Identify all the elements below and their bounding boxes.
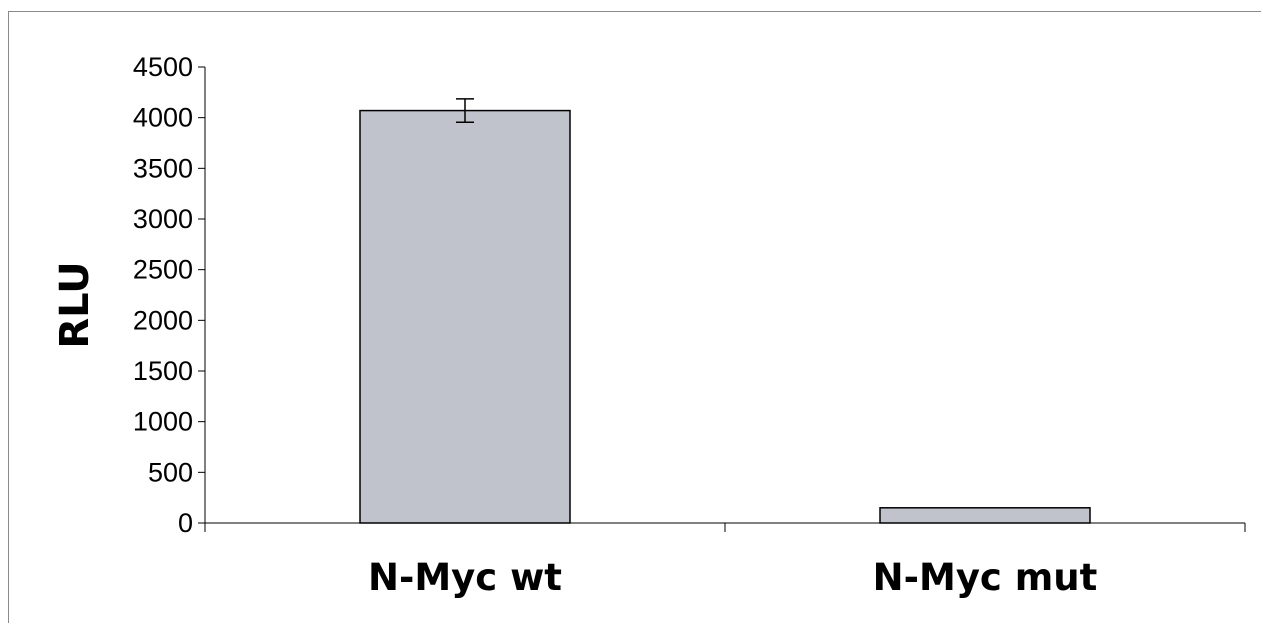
chart-frame: [8, 11, 1261, 623]
y-tick-label: 3000: [133, 204, 193, 234]
y-tick-label: 500: [148, 457, 193, 487]
error-bars: [456, 98, 474, 123]
bar: [359, 109, 571, 524]
x-category-label: N-Myc mut: [873, 556, 1098, 599]
x-axis: N-Myc wt N-Myc mut: [204, 522, 1246, 599]
x-category-label: N-Myc wt: [368, 556, 562, 599]
y-tick-label: 2500: [133, 255, 193, 285]
bar: [879, 507, 1091, 524]
y-axis-title: RLU: [52, 261, 98, 348]
y-tick-label: 4000: [133, 103, 193, 133]
y-tick-label: 4500: [133, 52, 193, 82]
y-tick-label: 0: [178, 508, 193, 538]
y-tick-label: 3500: [133, 153, 193, 183]
bars: [359, 109, 1091, 524]
y-tick-label: 1500: [133, 356, 193, 386]
y-axis: 0 500 1000 1500 2000 2500 3000 3500 4000 4500: [133, 52, 206, 538]
y-tick-label: 1000: [133, 407, 193, 437]
y-tick-label: 2000: [133, 305, 193, 335]
